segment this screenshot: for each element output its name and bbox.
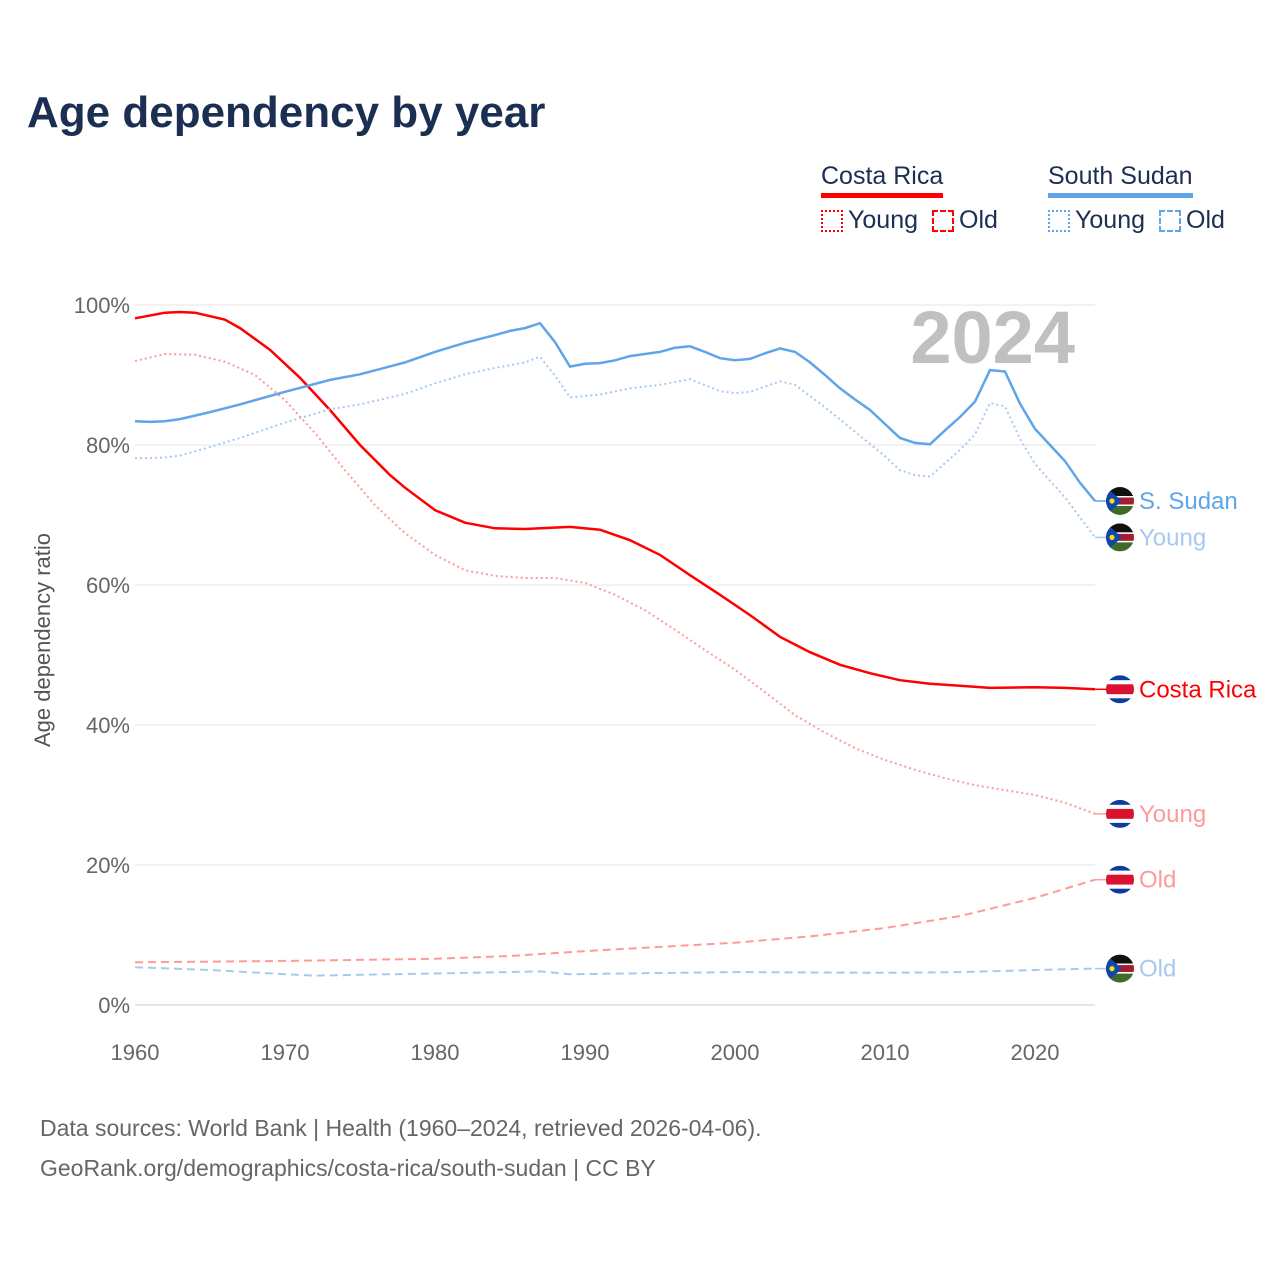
series-line-costa-rica-old[interactable] bbox=[134, 878, 1096, 964]
end-label: Costa Rica bbox=[1139, 676, 1257, 703]
series-line-south-sudan-young[interactable] bbox=[134, 355, 1096, 539]
series-line-south-sudan-old[interactable] bbox=[134, 966, 1096, 977]
dashed-swatch-icon bbox=[1159, 209, 1181, 232]
dashed-swatch-icon bbox=[932, 209, 954, 232]
data-source-note: Data sources: World Bank | Health (1960–… bbox=[40, 1115, 762, 1141]
source-link[interactable]: GeoRank.org/demographics/costa-rica/sout… bbox=[40, 1155, 656, 1181]
legend-south-sudan-young[interactable]: Young bbox=[1048, 206, 1145, 235]
x-tick-label: 1960 bbox=[111, 1040, 160, 1065]
x-tick-label: 1970 bbox=[261, 1040, 310, 1065]
dotted-swatch-icon bbox=[1048, 209, 1070, 232]
footer: Data sources: World Bank | Health (1960–… bbox=[40, 1108, 762, 1188]
x-tick-label: 2000 bbox=[711, 1040, 760, 1065]
series-line-costa-rica[interactable] bbox=[134, 310, 1096, 691]
end-label: Young bbox=[1139, 801, 1206, 828]
legend-young-label: Young bbox=[1075, 206, 1145, 234]
x-tick-label: 2010 bbox=[861, 1040, 910, 1065]
legend-south-sudan-old[interactable]: Old bbox=[1159, 206, 1225, 235]
series-line-costa-rica-young[interactable] bbox=[134, 352, 1096, 815]
y-tick-label: 20% bbox=[86, 853, 130, 878]
costa-rica-flag-icon bbox=[1106, 799, 1134, 828]
costa-rica-flag-icon bbox=[1106, 865, 1134, 894]
south-sudan-flag-icon bbox=[1106, 487, 1134, 515]
line-chart: 0% 20% 40% 60% 80% 100% 1960 1970 1980 1990 2000 20… bbox=[30, 293, 1257, 1065]
end-label: Old bbox=[1139, 867, 1176, 894]
legend-young-label: Young bbox=[848, 206, 918, 234]
year-watermark: 2024 bbox=[910, 296, 1075, 379]
dotted-swatch-icon bbox=[821, 209, 843, 232]
legend-south-sudan[interactable]: South Sudan Young Old bbox=[1048, 162, 1225, 235]
series-line-south-sudan[interactable] bbox=[134, 321, 1096, 502]
legend-costa-rica-old[interactable]: Old bbox=[932, 206, 998, 235]
legend-old-label: Old bbox=[959, 206, 998, 234]
y-tick-label: 0% bbox=[98, 993, 130, 1018]
south-sudan-flag-icon bbox=[1106, 954, 1134, 983]
legend-south-sudan-label[interactable]: South Sudan bbox=[1048, 162, 1193, 198]
legend-old-label: Old bbox=[1186, 206, 1225, 234]
y-tick-label: 100% bbox=[74, 293, 130, 318]
y-tick-label: 80% bbox=[86, 433, 130, 458]
y-tick-label: 60% bbox=[86, 573, 130, 598]
legend-costa-rica-label[interactable]: Costa Rica bbox=[821, 162, 944, 198]
y-tick-label: 40% bbox=[86, 713, 130, 738]
x-tick-label: 2020 bbox=[1011, 1040, 1060, 1065]
x-tick-label: 1990 bbox=[561, 1040, 610, 1065]
costa-rica-flag-icon bbox=[1106, 675, 1134, 704]
legend-costa-rica[interactable]: Costa Rica Young Old bbox=[821, 162, 998, 235]
end-label: S. Sudan bbox=[1139, 488, 1238, 515]
end-label: Young bbox=[1139, 524, 1206, 551]
chart-title: Age dependency by year bbox=[27, 88, 546, 137]
south-sudan-flag-icon bbox=[1106, 523, 1134, 552]
x-tick-label: 1980 bbox=[411, 1040, 460, 1065]
end-label: Old bbox=[1139, 956, 1176, 983]
y-axis-label: Age dependency ratio bbox=[30, 533, 55, 747]
legend-costa-rica-young[interactable]: Young bbox=[821, 206, 918, 235]
